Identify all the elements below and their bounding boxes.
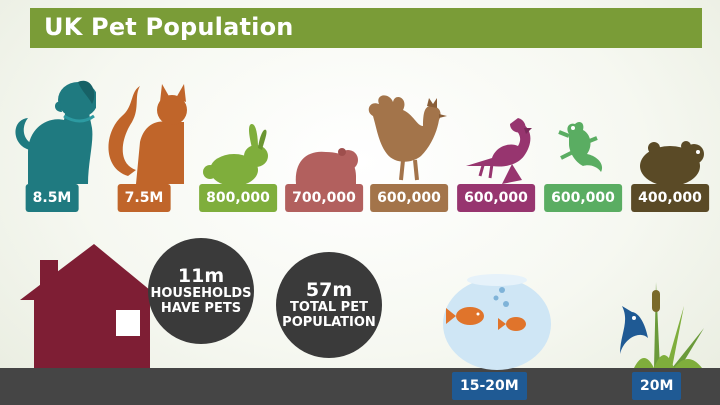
pet-guinea-pigs: 700,000	[280, 72, 368, 214]
total-number: 57m	[305, 279, 353, 301]
pet-count-dogs: 8.5M	[25, 184, 79, 212]
pet-lizards: 600,000	[539, 72, 627, 214]
bird-icon	[466, 118, 532, 184]
pet-rabbits: 800,000	[194, 72, 282, 214]
pet-count-lizards: 600,000	[544, 184, 622, 212]
total-circle: 57m TOTAL PET POPULATION	[276, 252, 382, 358]
ground-strip	[0, 368, 720, 405]
fishbowl-icon	[443, 274, 551, 370]
lizard-icon	[558, 122, 603, 172]
pet-count-hamsters: 400,000	[631, 184, 709, 212]
pet-hamsters: 400,000	[626, 72, 714, 214]
pond-fish-count-label: 20M	[632, 372, 682, 400]
cat-icon	[108, 84, 187, 184]
households-number: 11m	[177, 265, 225, 287]
pet-dogs: 8.5M	[8, 72, 96, 214]
fishbowl-count-label: 15-20M	[452, 372, 527, 400]
households-circle: 11m HOUSEHOLDS HAVE PETS	[148, 238, 254, 344]
rabbit-icon	[203, 124, 268, 184]
chicken-icon	[368, 95, 447, 181]
page-title: UK Pet Population	[44, 13, 294, 41]
total-line2: POPULATION	[282, 315, 376, 330]
pet-count-rabbits: 800,000	[199, 184, 277, 212]
pet-count-chickens: 600,000	[370, 184, 448, 212]
dog-icon	[15, 80, 96, 184]
title-banner: UK Pet Population	[30, 8, 702, 48]
pet-birds: 600,000	[452, 72, 540, 214]
hamster-icon	[640, 141, 704, 184]
pet-cats: 7.5M	[100, 72, 188, 214]
pet-count-guinea-pigs: 700,000	[285, 184, 363, 212]
households-line2: HAVE PETS	[160, 301, 242, 316]
house-icon	[20, 244, 162, 373]
total-line1: TOTAL PET	[290, 300, 368, 315]
pond-fish-icon	[620, 282, 704, 368]
households-line1: HOUSEHOLDS	[150, 286, 252, 301]
pet-chickens: 600,000	[365, 72, 453, 214]
guinea-pig-icon	[295, 148, 358, 184]
pet-count-birds: 600,000	[457, 184, 535, 212]
pet-count-cats: 7.5M	[117, 184, 171, 212]
